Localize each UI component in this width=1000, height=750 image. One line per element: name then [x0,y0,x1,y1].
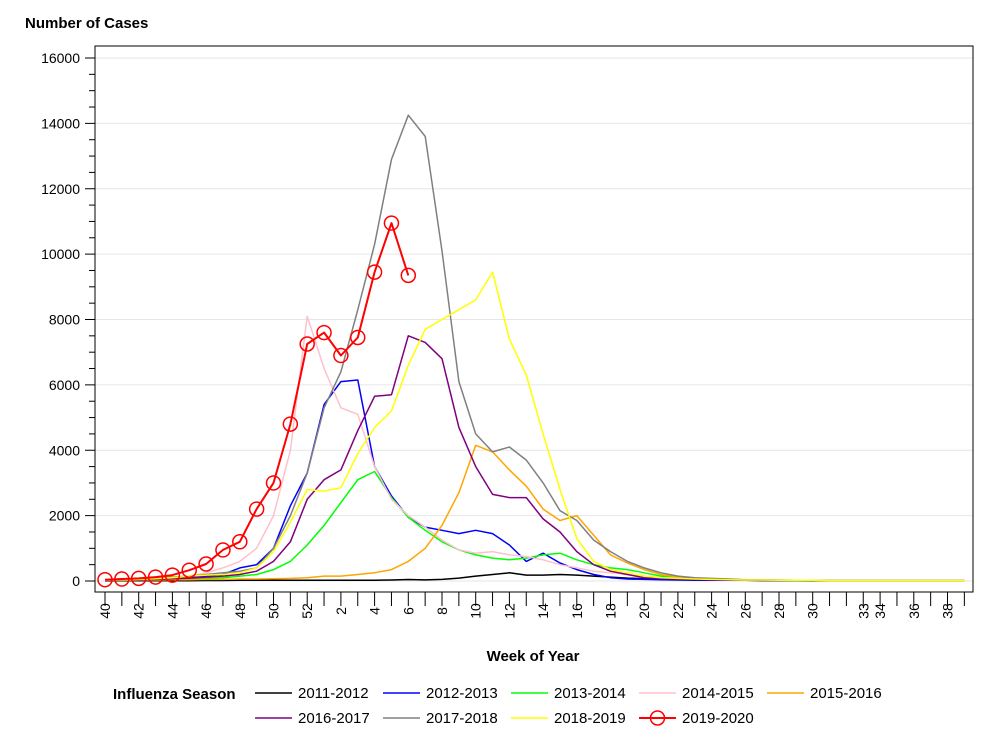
y-tick-label: 2000 [49,508,80,524]
series-line-2017-2018 [104,114,965,582]
legend-label: 2013-2014 [554,685,626,702]
x-tick-label: 46 [198,603,214,619]
x-tick-label: 8 [434,607,450,615]
series-line-2012-2013 [105,379,965,582]
series-point-2019-2020 [350,329,366,346]
legend-label: 2018-2019 [554,710,626,727]
legend-label: 2016-2017 [298,710,370,727]
x-tick-label: 52 [299,603,315,619]
x-tick-label: 14 [535,603,551,619]
y-axis: 0 2000 4000 6000 8000 10000 12000 14000 16000 [41,50,95,589]
series-layer [97,114,965,588]
series-point-2019-2020 [265,475,282,491]
series-line-2018-2019 [104,271,965,582]
x-tick-label: 22 [670,603,686,619]
series-point-2019-2020 [366,264,383,280]
x-tick-label: 16 [569,603,585,619]
y-tick-label: 8000 [49,312,80,328]
x-tick-label: 28 [771,603,787,619]
x-tick-label: 24 [704,603,720,619]
x-tick-label: 30 [805,603,821,619]
x-tick-label: 50 [266,603,282,619]
series-point-2019-2020 [400,267,417,284]
y-tick-label: 4000 [49,442,80,458]
series-point-2019-2020 [248,501,265,517]
x-tick-label: 36 [906,603,922,619]
series-point-2019-2020 [383,215,400,231]
series-line-2019-2020 [104,222,410,581]
series-point-2019-2020 [114,571,130,587]
series-point-2019-2020 [333,347,349,364]
y-tick-label: 16000 [41,50,80,66]
series-point-2019-2020 [316,324,332,341]
x-tick-label: 20 [636,603,652,619]
series-point-2019-2020 [164,567,181,583]
y-tick-label: 6000 [49,377,80,393]
x-tick-label: 6 [400,607,416,615]
x-tick-label: 26 [737,603,753,619]
series-point-2019-2020 [232,534,248,550]
x-tick-label: 2 [333,607,349,615]
legend-label: 2014-2015 [682,685,754,702]
x-tick-label: 34 [872,603,888,619]
series-point-2019-2020 [198,556,214,572]
legend-title: Influenza Season [113,686,236,703]
x-tick-label: 42 [131,603,147,619]
x-tick-label: 10 [468,603,484,619]
x-tick-label: 48 [232,603,248,619]
y-tick-label: 12000 [41,181,80,197]
legend-label: 2011-2012 [298,685,369,702]
y-tick-label: 10000 [41,246,80,262]
legend-label: 2015-2016 [810,685,882,702]
series-point-2019-2020 [282,416,299,432]
series-point-2019-2020 [147,569,164,585]
legend-label: 2017-2018 [426,710,498,727]
legend-label: 2012-2013 [426,685,498,702]
series-point-2019-2020 [181,562,197,578]
x-tick-label: 40 [97,603,113,619]
legend-marker [649,710,666,726]
series-point-2019-2020 [215,542,231,558]
series-line-2014-2015 [104,315,965,582]
legend-label: 2019-2020 [682,710,754,727]
legend: Influenza Season 2011-2012 2012-2013 2013-… [113,685,882,727]
gridlines [95,57,973,582]
y-axis-title: Number of Cases [25,15,148,32]
x-tick-label: 4 [367,607,383,615]
x-tick-label: 44 [164,603,180,619]
y-tick-label: 14000 [41,115,80,131]
series-line-2015-2016 [105,444,965,582]
series-point-2019-2020 [130,570,147,587]
x-axis: 40 42 44 46 48 50 52 2 4 6 8 10 12 14 16 18 20 22 24 26 28 30… [97,592,965,619]
x-tick-label: 33 [855,603,871,619]
series-point-2019-2020 [97,571,113,588]
x-tick-label: 12 [501,603,517,619]
x-axis-title: Week of Year [487,648,580,665]
y-tick-label: 0 [72,573,80,589]
x-tick-label: 38 [940,603,956,619]
series-point-2019-2020 [299,336,315,352]
x-tick-label: 18 [603,603,619,619]
